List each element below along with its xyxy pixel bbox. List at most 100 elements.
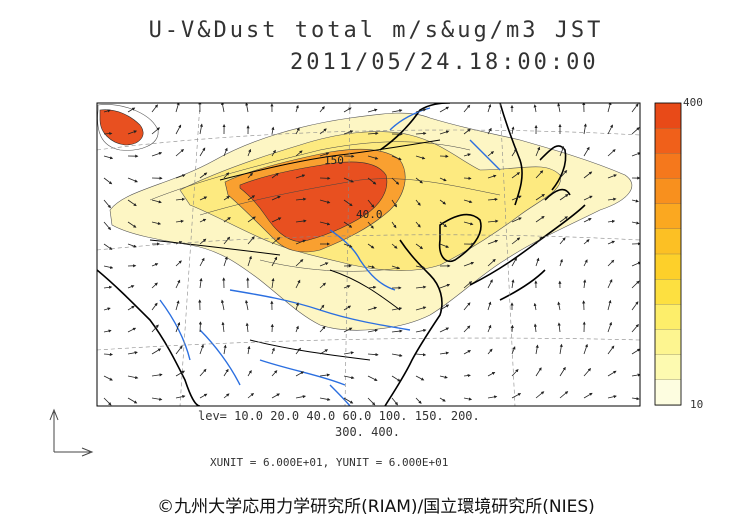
wind-arrow bbox=[103, 375, 113, 381]
wind-arrow bbox=[103, 243, 113, 250]
contour-label-a: 150 bbox=[324, 154, 344, 167]
wind-arrow bbox=[343, 305, 352, 311]
wind-arrow bbox=[535, 257, 540, 267]
wind-arrow bbox=[247, 345, 251, 355]
wind-arrow bbox=[247, 370, 252, 377]
wind-arrow bbox=[175, 241, 183, 245]
wind-arrow bbox=[583, 367, 592, 377]
wind-arrow bbox=[631, 261, 640, 267]
wind-arrow bbox=[535, 391, 545, 399]
wind-arrow bbox=[415, 155, 426, 160]
wind-arrow bbox=[463, 128, 471, 135]
wind-arrow bbox=[295, 371, 304, 377]
wind-arrow bbox=[559, 237, 566, 245]
wind-arrow bbox=[439, 130, 450, 135]
wind-arrow bbox=[295, 302, 299, 311]
wind-arrow bbox=[415, 375, 425, 381]
wind-arrow bbox=[487, 219, 499, 223]
wind-arrow bbox=[511, 393, 522, 399]
wind-arrow bbox=[223, 344, 227, 355]
wind-arrow bbox=[127, 397, 138, 404]
wind-arrow bbox=[607, 103, 612, 113]
wind-arrow bbox=[510, 324, 514, 333]
wind-arrow bbox=[559, 343, 563, 355]
wind-arrow bbox=[415, 328, 427, 333]
wind-arrow bbox=[607, 240, 616, 245]
wind-arrow bbox=[583, 259, 588, 267]
wind-arrow bbox=[151, 127, 161, 135]
wind-arrow bbox=[295, 219, 307, 223]
wind-arrow bbox=[607, 174, 617, 179]
color-legend bbox=[654, 102, 682, 406]
wind-arrow bbox=[343, 397, 354, 404]
wind-arrow bbox=[415, 285, 427, 289]
wind-arrow bbox=[319, 199, 331, 204]
wind-arrow bbox=[199, 344, 204, 355]
wind-arrow bbox=[271, 237, 281, 245]
wind-arrow bbox=[175, 370, 185, 377]
wind-arrow bbox=[295, 347, 301, 355]
wind-arrow bbox=[271, 149, 276, 157]
wind-arrow bbox=[175, 321, 181, 333]
wind-arrow bbox=[367, 265, 375, 269]
wind-arrow bbox=[367, 328, 379, 333]
wind-arrow bbox=[319, 221, 331, 226]
wind-arrow bbox=[103, 155, 114, 160]
wind-arrow bbox=[511, 148, 517, 157]
wind-arrow bbox=[631, 323, 639, 333]
wind-arrow bbox=[223, 368, 229, 377]
wind-arrow bbox=[175, 300, 180, 311]
wind-arrow bbox=[271, 256, 278, 267]
wind-arrow bbox=[439, 243, 450, 248]
wind-arrow bbox=[151, 221, 162, 225]
wind-arrow bbox=[391, 397, 399, 406]
credit-line: ©九州大学応用力学研究所(RIAM)/国立環境研究所(NIES) bbox=[157, 497, 595, 517]
wind-arrow bbox=[415, 177, 423, 184]
wind-arrow bbox=[103, 352, 113, 357]
wind-arrow bbox=[295, 239, 306, 245]
wind-arrow bbox=[583, 392, 593, 399]
wind-arrow bbox=[367, 199, 375, 208]
wind-arrow bbox=[367, 243, 375, 249]
wind-arrow bbox=[607, 345, 615, 355]
wind-arrow bbox=[511, 172, 521, 179]
wind-arrow bbox=[415, 243, 424, 250]
wind-arrow bbox=[391, 155, 402, 161]
wind-arrow bbox=[271, 370, 278, 377]
wind-arrow bbox=[511, 279, 515, 289]
wind-arrow bbox=[391, 375, 401, 382]
wind-arrow bbox=[199, 368, 207, 377]
wind-arrow bbox=[367, 221, 374, 229]
wind-arrow bbox=[103, 109, 111, 113]
wind-arrow bbox=[631, 348, 640, 355]
wind-arrow bbox=[463, 397, 473, 401]
wind-arrow bbox=[511, 237, 521, 245]
wind-arrow bbox=[221, 321, 225, 333]
wind-arrow bbox=[247, 255, 252, 267]
wind-arrow bbox=[439, 177, 447, 182]
wind-arrow bbox=[199, 238, 207, 245]
wind-arrow bbox=[151, 397, 163, 401]
wind-arrow bbox=[295, 127, 300, 135]
wind-arrow bbox=[439, 199, 447, 205]
wind-arrow bbox=[199, 277, 203, 289]
wind-arrow bbox=[127, 351, 138, 355]
wind-arrow bbox=[343, 351, 355, 355]
wind-arrow bbox=[295, 279, 301, 289]
legend-swatch bbox=[654, 203, 682, 230]
wind-arrow bbox=[199, 393, 208, 399]
wind-arrow bbox=[175, 103, 180, 113]
wind-arrow bbox=[319, 106, 325, 113]
wind-arrow bbox=[271, 195, 281, 201]
wind-arrow bbox=[463, 221, 474, 226]
wind-arrow bbox=[271, 277, 275, 289]
wind-arrow bbox=[103, 177, 113, 185]
wind-arrow bbox=[415, 131, 427, 136]
wind-arrow bbox=[271, 126, 275, 135]
wind-arrow bbox=[511, 195, 522, 201]
wind-arrow bbox=[367, 177, 377, 185]
wind-arrow bbox=[391, 177, 400, 185]
wind-arrow bbox=[487, 151, 495, 157]
wind-arrow bbox=[535, 344, 539, 355]
wind-arrow bbox=[559, 216, 568, 223]
